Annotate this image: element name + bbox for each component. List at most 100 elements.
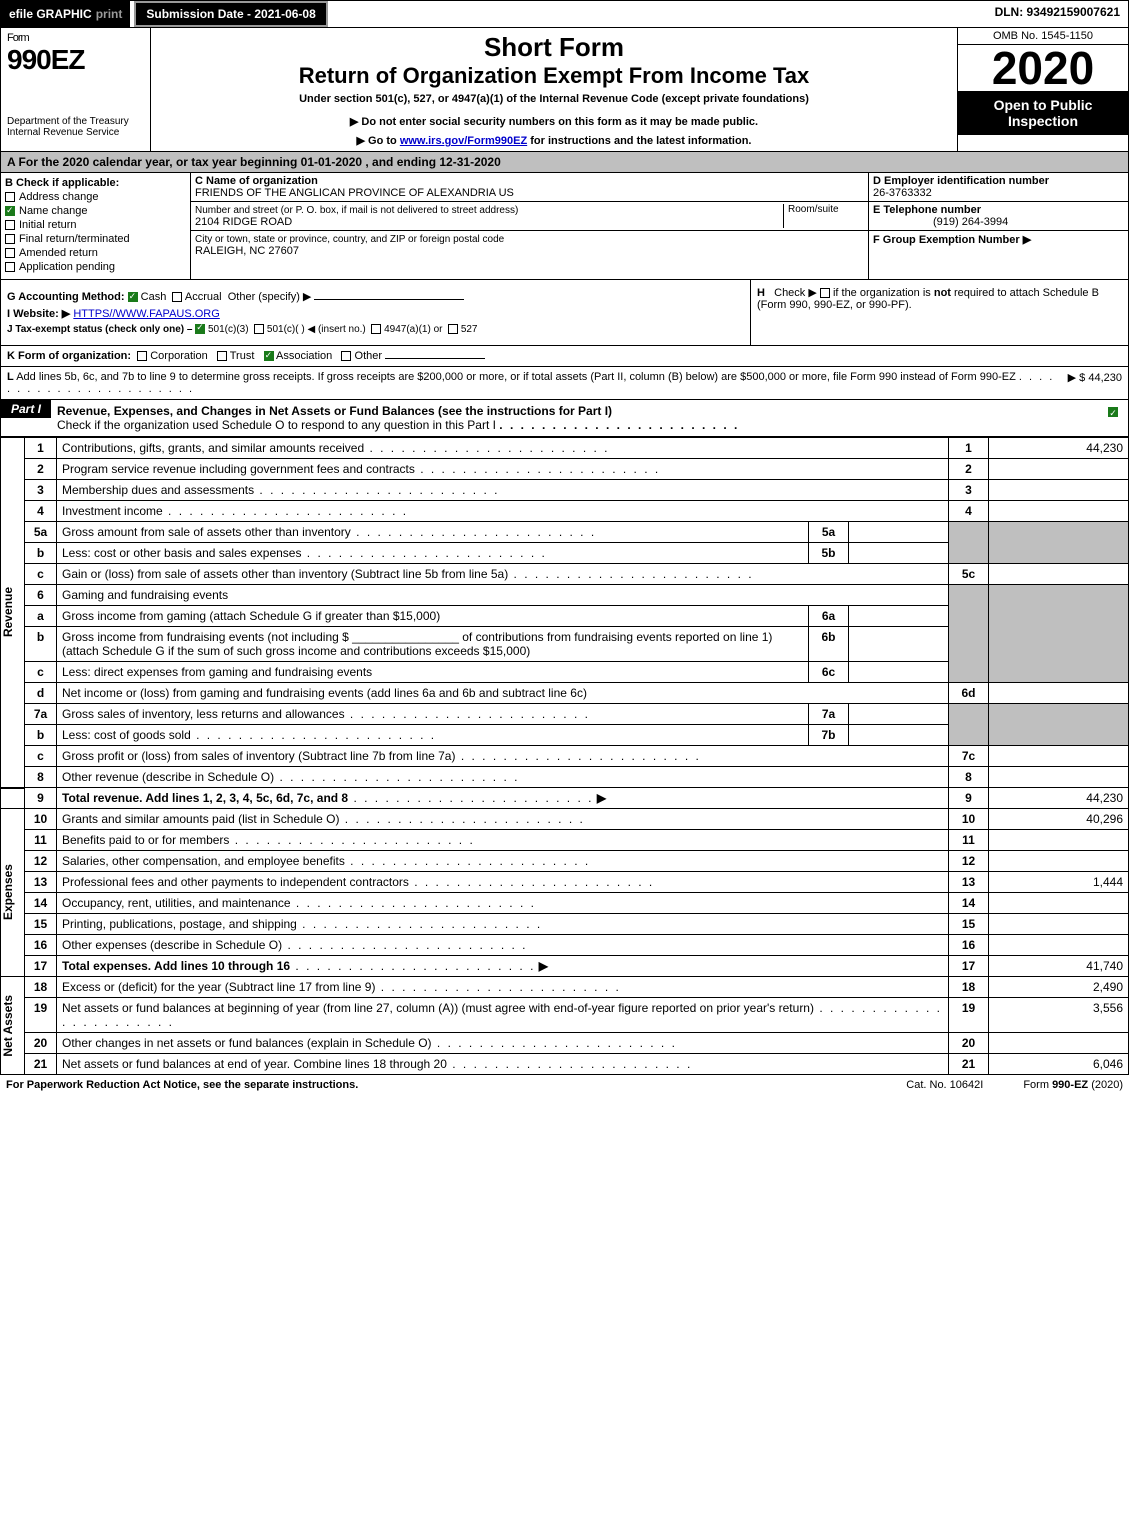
addr-block: Number and street (or P. O. box, if mail…	[191, 202, 868, 231]
row-a-taxyear: A For the 2020 calendar year, or tax yea…	[0, 152, 1129, 173]
tax-year: 2020	[958, 45, 1128, 91]
form-ref: Form 990-EZ (2020)	[1023, 1079, 1123, 1091]
line-12: 12 Salaries, other compensation, and emp…	[1, 851, 1129, 872]
line-19: 19 Net assets or fund balances at beginn…	[1, 998, 1129, 1033]
ein-block: D Employer identification number 26-3763…	[869, 173, 1128, 202]
ein-label: D Employer identification number	[873, 175, 1049, 187]
line-10: Expenses 10 Grants and similar amounts p…	[1, 809, 1129, 830]
expenses-label: Expenses	[1, 809, 25, 977]
section-c: C Name of organization FRIENDS OF THE AN…	[191, 173, 868, 279]
topbar-spacer	[328, 1, 987, 27]
check-schedule-b[interactable]	[820, 288, 830, 298]
netassets-label: Net Assets	[1, 977, 25, 1075]
city-state-zip: RALEIGH, NC 27607	[195, 245, 299, 257]
ein-value: 26-3763332	[873, 187, 932, 199]
line-7a: 7a Gross sales of inventory, less return…	[1, 704, 1129, 725]
room-suite-label: Room/suite	[784, 204, 864, 228]
lines-table: Revenue 1 Contributions, gifts, grants, …	[0, 437, 1129, 1075]
i-label: I Website: ▶	[7, 308, 70, 320]
line-16: 16 Other expenses (describe in Schedule …	[1, 935, 1129, 956]
street-address: 2104 RIDGE ROAD	[195, 216, 292, 228]
part1-label: Part I	[1, 400, 51, 418]
goto-post: for instructions and the latest informat…	[527, 135, 751, 147]
section-b: B Check if applicable: Address change Na…	[1, 173, 191, 279]
line-1: Revenue 1 Contributions, gifts, grants, …	[1, 438, 1129, 459]
l-amount: ▶ $ 44,230	[1060, 371, 1122, 395]
line-17: 17 Total expenses. Add lines 10 through …	[1, 956, 1129, 977]
org-name-block: C Name of organization FRIENDS OF THE AN…	[191, 173, 868, 202]
check-address-change[interactable]: Address change	[5, 191, 186, 203]
dept-treasury: Department of the Treasury	[7, 116, 144, 127]
cat-no: Cat. No. 10642I	[906, 1079, 983, 1091]
check-amended-return[interactable]: Amended return	[5, 247, 186, 259]
part1-header: Part I Revenue, Expenses, and Changes in…	[0, 400, 1129, 437]
check-final-return[interactable]: Final return/terminated	[5, 233, 186, 245]
form-number: 990EZ	[7, 44, 85, 75]
check-501c[interactable]	[254, 324, 264, 334]
line-18: Net Assets 18 Excess or (deficit) for th…	[1, 977, 1129, 998]
website-link[interactable]: HTTPS//WWW.FAPAUS.ORG	[73, 308, 219, 320]
top-bar: efile GRAPHIC print Submission Date - 20…	[0, 0, 1129, 28]
addr-label: Number and street (or P. O. box, if mail…	[195, 205, 518, 216]
b-title: B Check if applicable:	[5, 177, 119, 189]
check-trust[interactable]	[217, 351, 227, 361]
line-5c: c Gain or (loss) from sale of assets oth…	[1, 564, 1129, 585]
website-line: I Website: ▶ HTTPS//WWW.FAPAUS.ORG	[7, 307, 744, 320]
year-col: OMB No. 1545-1150 2020 Open to Public In…	[958, 28, 1128, 151]
goto-pre: ▶ Go to	[357, 135, 400, 147]
line-7c: c Gross profit or (loss) from sales of i…	[1, 746, 1129, 767]
line-3: 3 Membership dues and assessments 3	[1, 480, 1129, 501]
form-number-col: Form 990EZ Department of the Treasury In…	[1, 28, 151, 151]
check-cash[interactable]	[128, 292, 138, 302]
j-label: J Tax-exempt status (check only one) –	[7, 324, 192, 335]
check-501c3[interactable]	[195, 324, 205, 334]
check-4947[interactable]	[371, 324, 381, 334]
check-527[interactable]	[448, 324, 458, 334]
line-19-amount: 3,556	[989, 998, 1129, 1033]
no-ssn-warning: ▶ Do not enter social security numbers o…	[155, 115, 953, 128]
line-10-amount: 40,296	[989, 809, 1129, 830]
line-14: 14 Occupancy, rent, utilities, and maint…	[1, 893, 1129, 914]
line-2: 2 Program service revenue including gove…	[1, 459, 1129, 480]
line-20: 20 Other changes in net assets or fund b…	[1, 1033, 1129, 1054]
check-assoc[interactable]	[264, 351, 274, 361]
h-col: H Check ▶ if the organization is not req…	[751, 280, 1128, 345]
section-def: D Employer identification number 26-3763…	[868, 173, 1128, 279]
g-label: G Accounting Method:	[7, 291, 125, 303]
check-accrual[interactable]	[172, 292, 182, 302]
check-application-pending[interactable]: Application pending	[5, 261, 186, 273]
line-18-amount: 2,490	[989, 977, 1129, 998]
k-label: K Form of organization:	[7, 350, 131, 362]
info-row: B Check if applicable: Address change Na…	[0, 173, 1129, 280]
g-col: G Accounting Method: Cash Accrual Other …	[1, 280, 751, 345]
other-specify-input[interactable]	[314, 299, 464, 300]
line-4: 4 Investment income 4	[1, 501, 1129, 522]
paperwork-notice: For Paperwork Reduction Act Notice, see …	[6, 1079, 866, 1091]
line-11: 11 Benefits paid to or for members 11	[1, 830, 1129, 851]
other-org-input[interactable]	[385, 358, 485, 359]
check-other-org[interactable]	[341, 351, 351, 361]
submission-date: Submission Date - 2021-06-08	[134, 1, 327, 27]
form-word: Form	[7, 32, 144, 44]
line-21: 21 Net assets or fund balances at end of…	[1, 1054, 1129, 1075]
group-block: F Group Exemption Number ▶	[869, 231, 1128, 248]
line-6: 6 Gaming and fundraising events	[1, 585, 1129, 606]
l-text: Add lines 5b, 6c, and 7b to line 9 to de…	[16, 371, 1016, 383]
irs-label: Internal Revenue Service	[7, 127, 144, 138]
efile-text: efile GRAPHIC	[9, 7, 92, 21]
section-k: K Form of organization: Corporation Trus…	[0, 346, 1129, 367]
check-initial-return[interactable]: Initial return	[5, 219, 186, 231]
check-corp[interactable]	[137, 351, 147, 361]
org-name: FRIENDS OF THE ANGLICAN PROVINCE OF ALEX…	[195, 187, 514, 199]
tax-exempt-line: J Tax-exempt status (check only one) – 5…	[7, 324, 744, 335]
line-13: 13 Professional fees and other payments …	[1, 872, 1129, 893]
line-5a: 5a Gross amount from sale of assets othe…	[1, 522, 1129, 543]
part1-schedule-o-check[interactable]	[1098, 400, 1128, 418]
irs-link[interactable]: www.irs.gov/Form990EZ	[400, 135, 527, 147]
print-link[interactable]: print	[96, 7, 123, 21]
line-15: 15 Printing, publications, postage, and …	[1, 914, 1129, 935]
revenue-label: Revenue	[1, 438, 25, 788]
line-13-amount: 1,444	[989, 872, 1129, 893]
check-name-change[interactable]: Name change	[5, 205, 186, 217]
tel-label: E Telephone number	[873, 204, 981, 216]
